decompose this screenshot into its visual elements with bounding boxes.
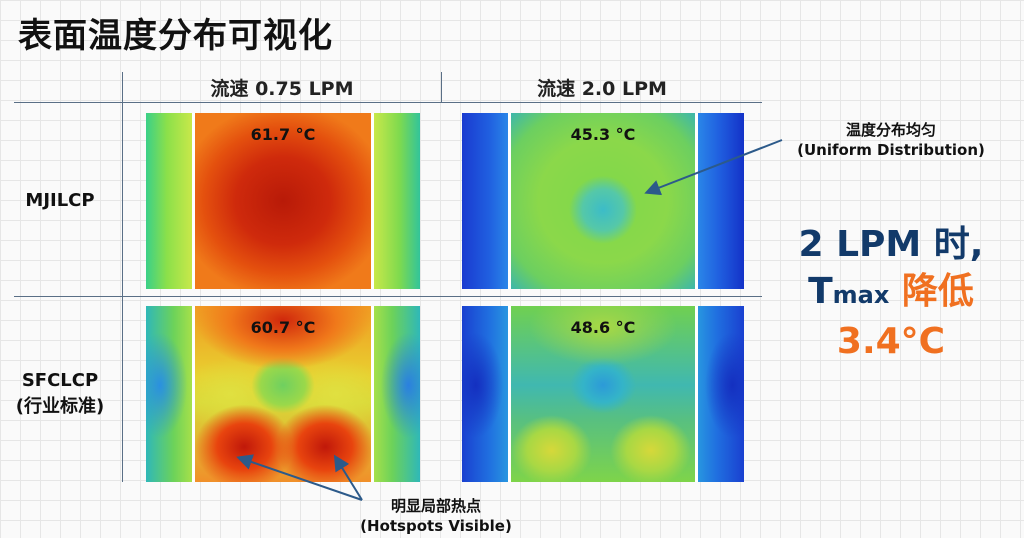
panel-divider: [695, 113, 698, 289]
uniform-arrow: [644, 139, 783, 196]
key-claim: 2 LPM 时, Tmax 降低 3.4°C: [760, 222, 1022, 365]
row-label: MJILCP: [25, 190, 95, 211]
row-label: SFCLCP: [21, 370, 99, 391]
panel-divider: [192, 113, 195, 289]
column-header-075: 流速 0.75 LPM: [210, 78, 354, 100]
hotspot-arrow-right: [333, 454, 363, 501]
hotspot-annotation: 明显局部热点 (Hotspots Visible): [336, 496, 536, 536]
hotspot-arrow-left: [236, 454, 363, 501]
column-divider-mid: [441, 72, 442, 102]
side-strip-left: [462, 306, 508, 482]
heatmap-mjilcp-20: 45.3 °C: [462, 113, 744, 289]
max-temp-label: 48.6 °C: [570, 318, 636, 337]
heatmap-sfclcp-20: 48.6 °C: [462, 306, 744, 482]
side-strip-right: [698, 306, 744, 482]
hotspot-annotation-en: (Hotspots Visible): [360, 517, 512, 535]
row-divider: [14, 296, 762, 297]
side-strip-right: [374, 113, 420, 289]
claim-drop: 降低: [889, 271, 974, 312]
center-zone: [195, 306, 371, 482]
center-zone: [511, 113, 695, 289]
center-zone: [195, 113, 371, 289]
hotspot-annotation-cn: 明显局部热点: [390, 497, 481, 515]
side-strip-right: [374, 306, 420, 482]
claim-metric: Tmax 降低: [760, 268, 1022, 319]
page-title: 表面温度分布可视化: [18, 16, 333, 56]
heatmap-mjilcp-075: 61.7 °C: [146, 113, 420, 289]
row-header-sfclcp: SFCLCP (行业标准): [0, 368, 120, 420]
panel-divider: [371, 306, 374, 482]
row-header-mjilcp: MJILCP: [0, 188, 120, 214]
panel-divider: [192, 306, 195, 482]
center-zone: [511, 306, 695, 482]
side-strip-left: [146, 306, 192, 482]
max-temp-label: 45.3 °C: [570, 125, 636, 144]
header-divider: [14, 102, 762, 103]
panel-divider: [508, 306, 511, 482]
claim-t: T: [808, 271, 833, 312]
column-header-20: 流速 2.0 LPM: [537, 78, 667, 100]
uniform-annotation-cn: 温度分布均匀: [845, 121, 936, 139]
claim-condition: 2 LPM 时,: [798, 224, 984, 265]
side-strip-left: [146, 113, 192, 289]
side-strip-left: [462, 113, 508, 289]
max-temp-label: 61.7 °C: [250, 125, 316, 144]
panel-divider: [695, 306, 698, 482]
claim-sub: max: [832, 281, 890, 309]
column-divider: [122, 72, 123, 482]
max-temp-label: 60.7 °C: [250, 318, 316, 337]
panel-divider: [508, 113, 511, 289]
claim-value: 3.4°C: [836, 321, 946, 362]
side-strip-right: [698, 113, 744, 289]
panel-divider: [371, 113, 374, 289]
uniform-annotation: 温度分布均匀 (Uniform Distribution): [776, 120, 1006, 160]
heatmap-sfclcp-075: 60.7 °C: [146, 306, 420, 482]
uniform-annotation-en: (Uniform Distribution): [797, 141, 985, 159]
row-sublabel: (行业标准): [15, 396, 105, 417]
